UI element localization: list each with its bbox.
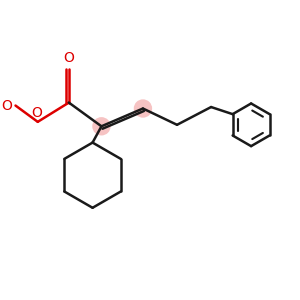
Text: O: O: [31, 106, 42, 120]
Text: O: O: [1, 98, 12, 112]
Circle shape: [134, 99, 152, 118]
Text: O: O: [63, 51, 74, 65]
Circle shape: [92, 117, 111, 136]
